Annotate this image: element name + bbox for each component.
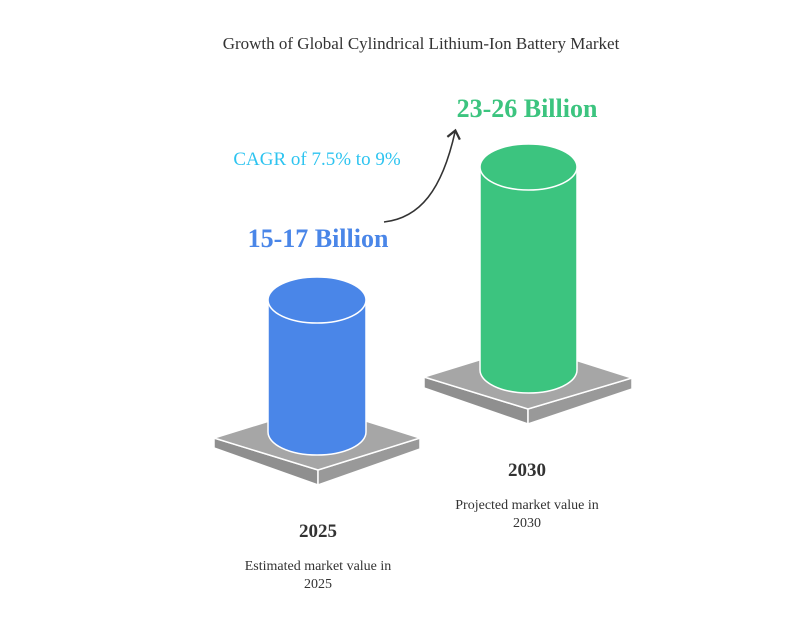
desc-2030-line1: Projected market value in (455, 498, 599, 513)
chart-title: Growth of Global Cylindrical Lithium-Ion… (222, 34, 620, 53)
year-label-2025: 2025 (299, 521, 337, 542)
desc-2030-line2: 2030 (513, 516, 541, 531)
growth-arrow-icon (383, 128, 461, 223)
cylinder-2030 (479, 143, 578, 394)
cylinder-2025 (267, 276, 367, 456)
desc-2025-line1: Estimated market value in (244, 559, 392, 574)
value-label-2025: 15-17 Billion (247, 224, 389, 253)
cagr-label: CAGR of 7.5% to 9% (233, 149, 401, 170)
desc-2025-line2: 2025 (304, 577, 332, 592)
year-label-2030: 2030 (508, 460, 546, 481)
value-label-2030: 23-26 Billion (456, 94, 598, 123)
